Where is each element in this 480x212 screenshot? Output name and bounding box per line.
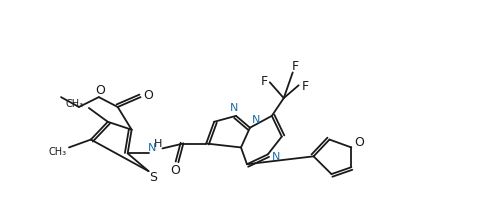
Text: F: F [260,75,267,88]
Text: F: F [291,60,299,73]
Text: H: H [154,138,162,148]
Text: F: F [301,80,309,93]
Text: N: N [251,115,260,125]
Text: N: N [148,144,156,153]
Text: N: N [229,103,238,113]
Text: CH₃: CH₃ [48,147,66,157]
Text: CH₃: CH₃ [66,99,84,109]
Text: O: O [95,84,105,97]
Text: N: N [271,152,279,162]
Text: O: O [170,164,180,177]
Text: S: S [149,171,157,184]
Text: O: O [144,89,153,102]
Text: O: O [354,136,363,149]
